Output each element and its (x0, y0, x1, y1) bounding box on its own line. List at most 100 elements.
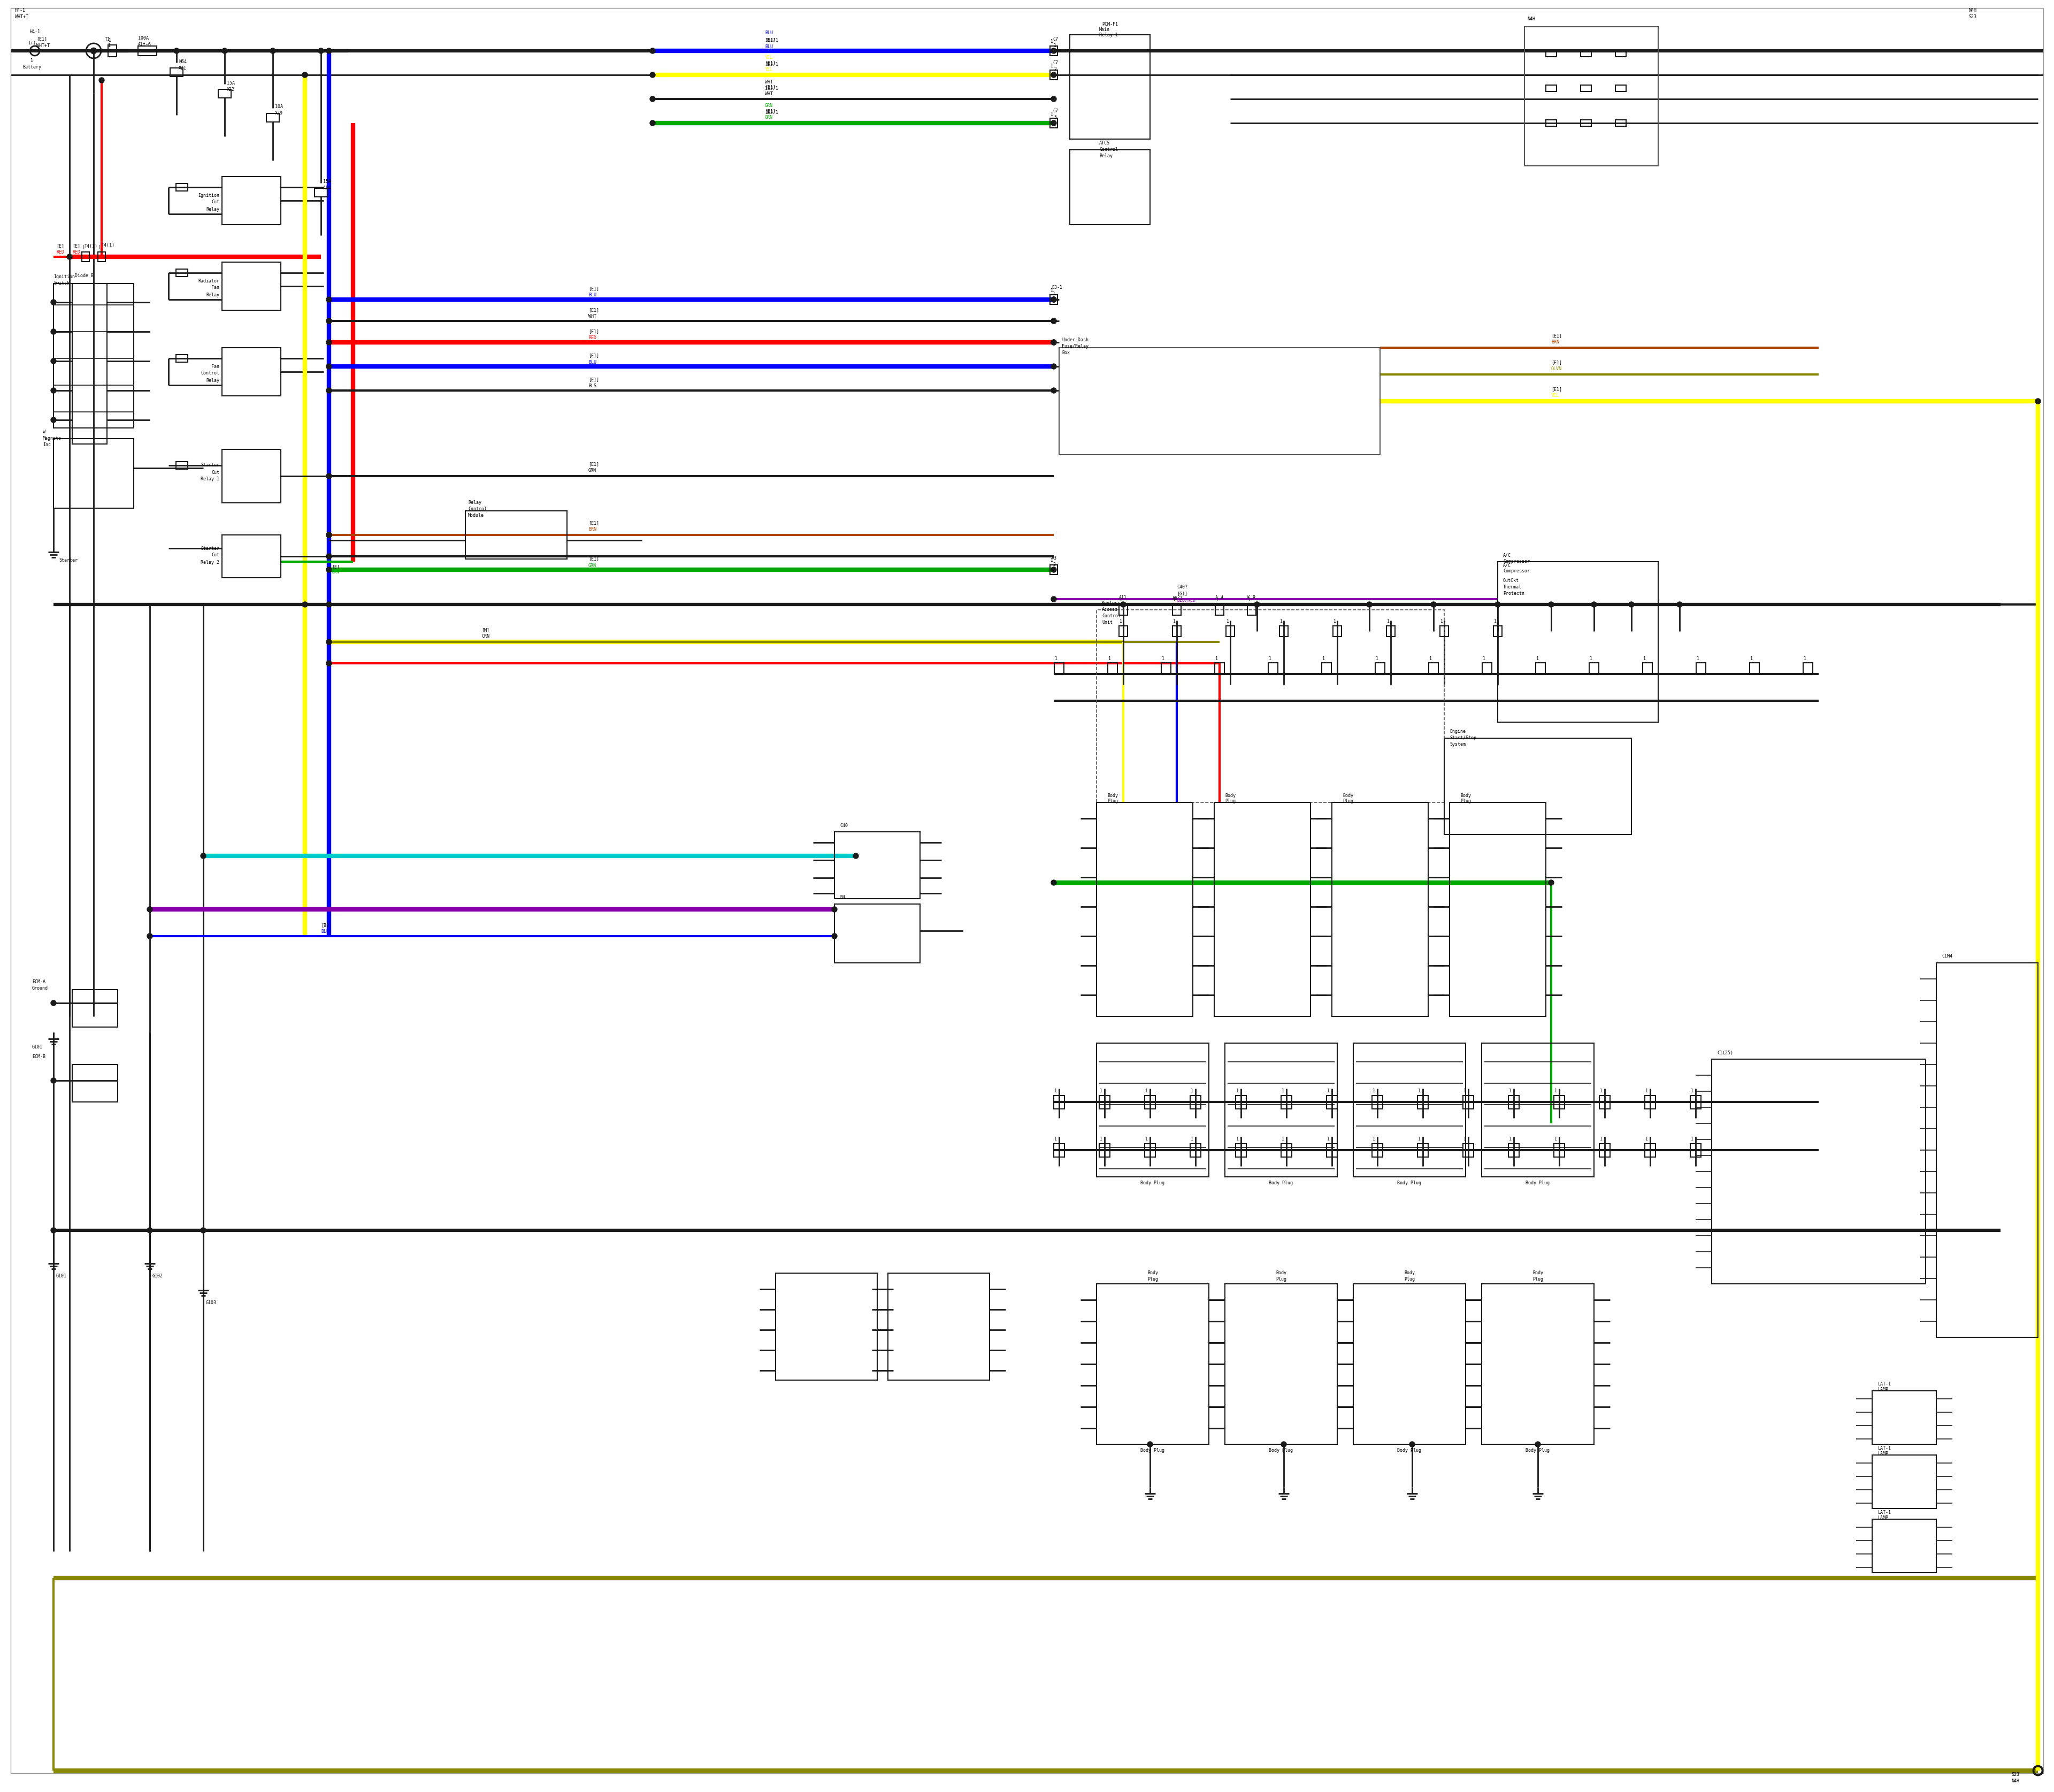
Text: 1: 1 (1191, 1088, 1193, 1093)
Text: YEL: YEL (764, 66, 772, 72)
Bar (1119, 604, 1128, 615)
Text: Starter: Starter (201, 462, 220, 468)
Text: Cut: Cut (212, 554, 220, 557)
Text: Plug: Plug (1107, 799, 1117, 805)
Text: 1: 1 (31, 57, 33, 63)
Text: 1: 1 (1173, 599, 1175, 602)
Text: [G1]: [G1] (1177, 591, 1187, 597)
Text: 10A: 10A (275, 104, 283, 109)
Bar (1547, 120, 1557, 125)
Text: 1: 1 (1056, 656, 1058, 661)
Text: [E1]: [E1] (764, 84, 776, 90)
Text: 1: 1 (1173, 620, 1175, 624)
Bar (1493, 625, 1501, 636)
Bar (1214, 803, 1310, 1016)
Text: 1: 1 (99, 246, 101, 251)
Text: A6/3: A6/3 (1173, 595, 1183, 600)
Bar (1582, 84, 1592, 91)
Text: 1: 1 (1697, 656, 1699, 661)
Bar (53, 439, 134, 509)
Text: Starter: Starter (60, 557, 78, 563)
Text: 1: 1 (1054, 43, 1056, 48)
Text: Ignition: Ignition (53, 274, 74, 280)
Bar (1247, 604, 1255, 615)
Bar (1050, 294, 1058, 305)
Text: [E]: [E] (55, 244, 64, 249)
Circle shape (51, 1000, 55, 1005)
Text: Start/Stop: Start/Stop (1450, 737, 1477, 740)
Text: Thermal: Thermal (1504, 584, 1522, 590)
Bar (314, 188, 327, 197)
Text: BLS: BLS (587, 383, 596, 389)
Text: 1: 1 (1163, 656, 1165, 661)
Text: 15A: 15A (322, 179, 331, 185)
Circle shape (1495, 602, 1499, 607)
Text: [E1]: [E1] (587, 521, 600, 525)
Text: 1: 1 (1510, 1088, 1512, 1093)
Text: Body: Body (1224, 794, 1237, 799)
Text: H4-1: H4-1 (29, 29, 41, 34)
Bar (222, 536, 281, 577)
Text: G102: G102 (152, 1274, 162, 1278)
Text: BLU: BLU (587, 292, 596, 297)
Text: LAMP: LAMP (1877, 1387, 1888, 1392)
Circle shape (1052, 880, 1056, 885)
Text: ATCS: ATCS (1099, 142, 1109, 145)
Circle shape (327, 48, 331, 54)
Bar (1643, 663, 1651, 674)
Text: 1: 1 (1052, 292, 1056, 297)
Text: 1: 1 (1109, 656, 1111, 661)
Bar (1144, 1095, 1154, 1109)
Circle shape (1148, 1441, 1152, 1446)
Bar (1547, 50, 1557, 57)
Bar (1803, 663, 1814, 674)
Text: [E1]: [E1] (587, 462, 600, 466)
Circle shape (327, 297, 331, 303)
Circle shape (51, 1228, 55, 1233)
Bar (1054, 1095, 1064, 1109)
Text: X29: X29 (275, 111, 283, 116)
Circle shape (1592, 602, 1596, 607)
Bar (834, 831, 920, 898)
Text: 2: 2 (1054, 66, 1056, 72)
Text: ECM-A: ECM-A (33, 978, 45, 984)
Text: Body Plug: Body Plug (1269, 1448, 1294, 1453)
Text: [B]: [B] (320, 923, 329, 928)
Bar (222, 348, 281, 396)
Text: OLVN: OLVN (1551, 367, 1561, 371)
Circle shape (327, 473, 331, 478)
Bar (82, 253, 88, 262)
Circle shape (51, 387, 55, 392)
Circle shape (51, 418, 55, 423)
Text: 1: 1 (1690, 1136, 1692, 1142)
Bar (1524, 27, 1658, 167)
Bar (1119, 625, 1128, 636)
Text: W: W (43, 430, 45, 435)
Bar (1050, 70, 1058, 79)
Circle shape (327, 640, 331, 645)
Text: Body Plug: Body Plug (1140, 1181, 1165, 1186)
Text: 1: 1 (109, 38, 111, 43)
Bar (72, 989, 117, 1027)
Text: Relay 1: Relay 1 (1099, 32, 1117, 38)
Circle shape (852, 853, 859, 858)
Text: [E1]: [E1] (764, 61, 776, 66)
Bar (1497, 561, 1658, 722)
Text: 1: 1 (1430, 656, 1432, 661)
Text: BLU: BLU (764, 45, 772, 48)
Bar (1547, 84, 1557, 91)
Bar (1483, 663, 1491, 674)
Circle shape (649, 72, 655, 77)
Text: 1: 1 (1600, 1136, 1602, 1142)
Bar (222, 450, 281, 504)
Bar (1070, 34, 1150, 140)
Bar (1327, 1143, 1337, 1158)
Text: BLU/RED: BLU/RED (1177, 599, 1195, 602)
Text: Main: Main (1099, 27, 1109, 32)
Text: [E1]: [E1] (587, 378, 600, 382)
Circle shape (1629, 602, 1635, 607)
Bar (1481, 1043, 1594, 1177)
Text: 1: 1 (1216, 599, 1218, 602)
Text: T4(1): T4(1) (84, 244, 99, 249)
Bar (1099, 1095, 1109, 1109)
